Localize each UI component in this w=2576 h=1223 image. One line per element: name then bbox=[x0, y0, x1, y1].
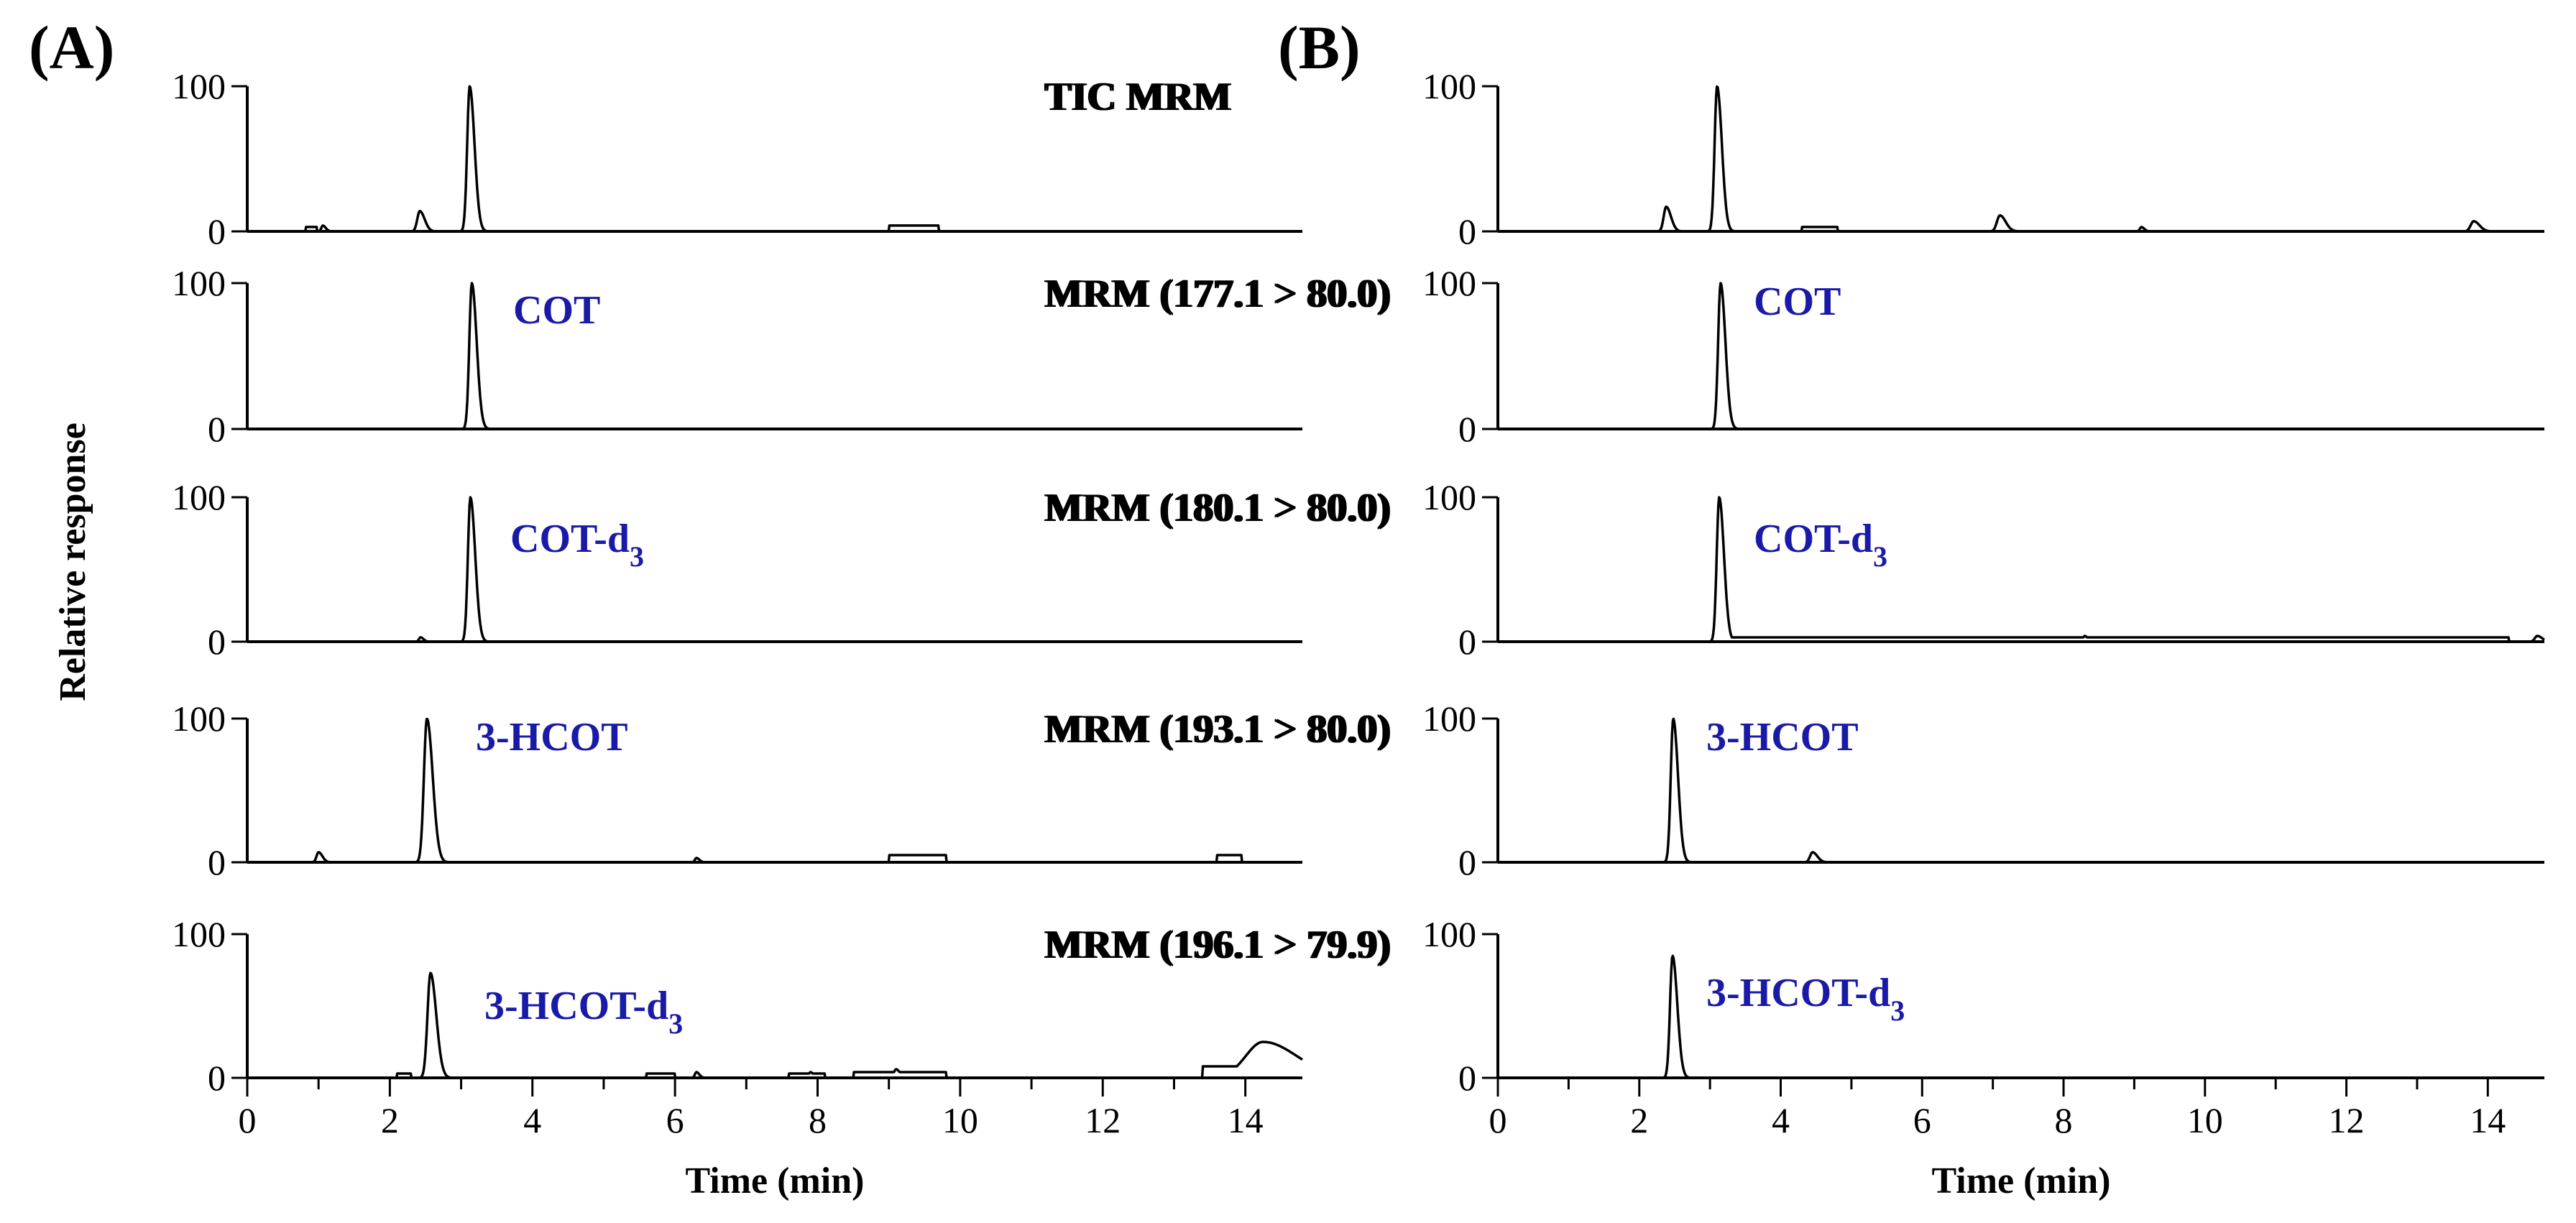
y-tick-label: 100 bbox=[172, 66, 226, 106]
x-tick-label: 4 bbox=[523, 1100, 541, 1140]
y-tick-label: 100 bbox=[1422, 698, 1476, 739]
trace-title: MRM (177.1 > 80.0) bbox=[1044, 272, 1389, 316]
trace-title: MRM (193.1 > 80.0) bbox=[1044, 707, 1389, 752]
y-tick-label: 0 bbox=[208, 842, 226, 882]
chromatogram-trace bbox=[247, 496, 1303, 643]
y-tick-label: 100 bbox=[1422, 66, 1476, 106]
compound-label: COT bbox=[513, 288, 600, 333]
chromatogram-trace bbox=[247, 282, 1303, 430]
x-tick-label: 14 bbox=[2470, 1100, 2506, 1140]
x-tick-label: 0 bbox=[239, 1100, 257, 1140]
compound-label: 3-HCOT bbox=[476, 715, 628, 760]
y-tick-label: 100 bbox=[172, 698, 226, 739]
chromatogram-trace bbox=[247, 717, 1303, 864]
x-tick-label: 6 bbox=[1913, 1100, 1931, 1140]
chromatogram-trace bbox=[1497, 496, 2545, 643]
compound-label: COT-d3 bbox=[510, 517, 644, 573]
trace-title: MRM (196.1 > 79.9) bbox=[1046, 923, 1392, 967]
y-tick-label: 0 bbox=[1458, 842, 1476, 882]
chromatogram-trace bbox=[1497, 717, 2545, 864]
chromatogram-trace bbox=[1497, 282, 2545, 430]
x-axis-title: Time (min) bbox=[686, 1160, 865, 1201]
trace-title: TIC MRM bbox=[1046, 75, 1233, 119]
x-tick-label: 8 bbox=[809, 1100, 827, 1140]
trace-title: MRM (193.1 > 80.0) bbox=[1046, 707, 1392, 752]
compound-label: COT bbox=[1754, 280, 1841, 324]
compound-label: 3-HCOT bbox=[1706, 715, 1859, 760]
chromatogram-trace bbox=[247, 972, 1304, 1079]
chromatogram-trace bbox=[1497, 954, 2545, 1079]
y-tick-label: 0 bbox=[1458, 622, 1476, 662]
x-tick-label: 14 bbox=[1228, 1100, 1264, 1140]
compound-label: COT-d3 bbox=[1754, 517, 1887, 573]
panel-label: (A) bbox=[29, 13, 114, 82]
y-tick-label: 0 bbox=[208, 211, 226, 251]
x-tick-label: 2 bbox=[1630, 1100, 1648, 1140]
chromatogram-trace bbox=[247, 85, 1303, 233]
compound-label: 3-HCOT-d3 bbox=[484, 984, 683, 1040]
y-tick-label: 0 bbox=[1458, 211, 1476, 251]
panel-label: (B) bbox=[1278, 13, 1361, 82]
x-tick-label: 0 bbox=[1489, 1100, 1507, 1140]
x-tick-label: 10 bbox=[2187, 1100, 2223, 1140]
y-tick-label: 0 bbox=[208, 622, 226, 662]
x-tick-label: 10 bbox=[942, 1100, 978, 1140]
x-tick-label: 2 bbox=[381, 1100, 399, 1140]
y-tick-label: 0 bbox=[208, 1058, 226, 1098]
x-tick-label: 6 bbox=[666, 1100, 684, 1140]
x-tick-label: 4 bbox=[1772, 1100, 1790, 1140]
x-tick-label: 12 bbox=[1085, 1100, 1121, 1140]
compound-label: 3-HCOT-d3 bbox=[1706, 971, 1905, 1027]
y-tick-label: 100 bbox=[172, 477, 226, 517]
y-tick-label: 0 bbox=[1458, 409, 1476, 449]
chromatogram-trace bbox=[1497, 85, 2545, 233]
x-axis-title: Time (min) bbox=[1932, 1160, 2111, 1201]
y-tick-label: 100 bbox=[1422, 263, 1476, 303]
trace-title: MRM (180.1 > 80.0) bbox=[1044, 486, 1389, 530]
y-tick-label: 100 bbox=[172, 914, 226, 954]
y-tick-label: 100 bbox=[1422, 477, 1476, 517]
trace-title: TIC MRM bbox=[1044, 75, 1230, 119]
trace-title: MRM (177.1 > 80.0) bbox=[1046, 272, 1392, 316]
y-tick-label: 100 bbox=[172, 263, 226, 303]
trace-title: MRM (180.1 > 80.0) bbox=[1046, 486, 1392, 530]
y-tick-label: 0 bbox=[1458, 1058, 1476, 1098]
y-axis-title: Relative response bbox=[52, 423, 93, 701]
x-tick-label: 12 bbox=[2329, 1100, 2365, 1140]
y-tick-label: 100 bbox=[1422, 914, 1476, 954]
y-tick-label: 0 bbox=[208, 409, 226, 449]
x-tick-label: 8 bbox=[2055, 1100, 2073, 1140]
trace-title: MRM (196.1 > 79.9) bbox=[1044, 923, 1389, 967]
